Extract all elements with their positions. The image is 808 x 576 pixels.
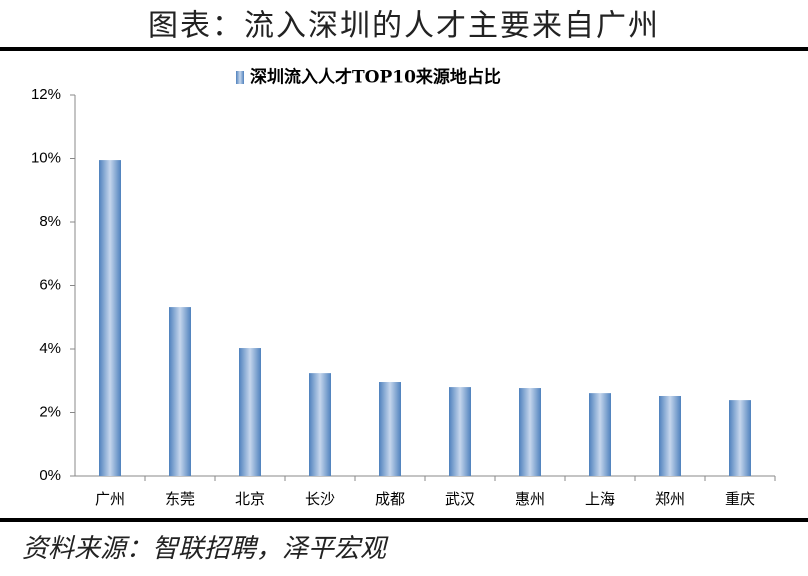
bar [379, 382, 401, 476]
chart-title: 图表：流入深圳的人才主要来自广州 [148, 9, 660, 44]
x-tick-label: 广州 [95, 490, 125, 508]
bar [659, 395, 681, 476]
y-tick-label: 4% [39, 340, 61, 357]
x-tick-label: 长沙 [305, 490, 335, 508]
x-tick-label: 成都 [375, 490, 405, 508]
bar [169, 307, 191, 476]
x-tick-label: 郑州 [655, 490, 685, 508]
bar [729, 400, 751, 476]
x-tick-label: 东莞 [165, 490, 195, 508]
title-rule [0, 47, 808, 51]
source-note: 资料来源：智联招聘，泽平宏观 [22, 534, 389, 564]
bar [519, 388, 541, 476]
footer-rule [0, 518, 808, 522]
bar [239, 348, 261, 476]
legend-label: 深圳流入人才TOP10来源地占比 [250, 67, 501, 88]
x-tick-label: 重庆 [725, 490, 755, 508]
y-tick-label: 12% [31, 86, 61, 103]
x-tick-label: 上海 [585, 490, 615, 508]
legend-swatch [236, 71, 244, 84]
bar [99, 160, 121, 476]
y-tick-label: 6% [39, 276, 61, 293]
y-tick-label: 2% [39, 403, 61, 420]
y-tick-label: 0% [39, 467, 61, 484]
bar [449, 387, 471, 476]
x-tick-label: 北京 [235, 490, 265, 508]
bar [589, 393, 611, 476]
bar [309, 373, 331, 476]
y-tick-label: 10% [31, 149, 61, 166]
y-tick-label: 8% [39, 213, 61, 230]
x-tick-label: 惠州 [515, 490, 545, 508]
x-tick-label: 武汉 [445, 490, 475, 508]
